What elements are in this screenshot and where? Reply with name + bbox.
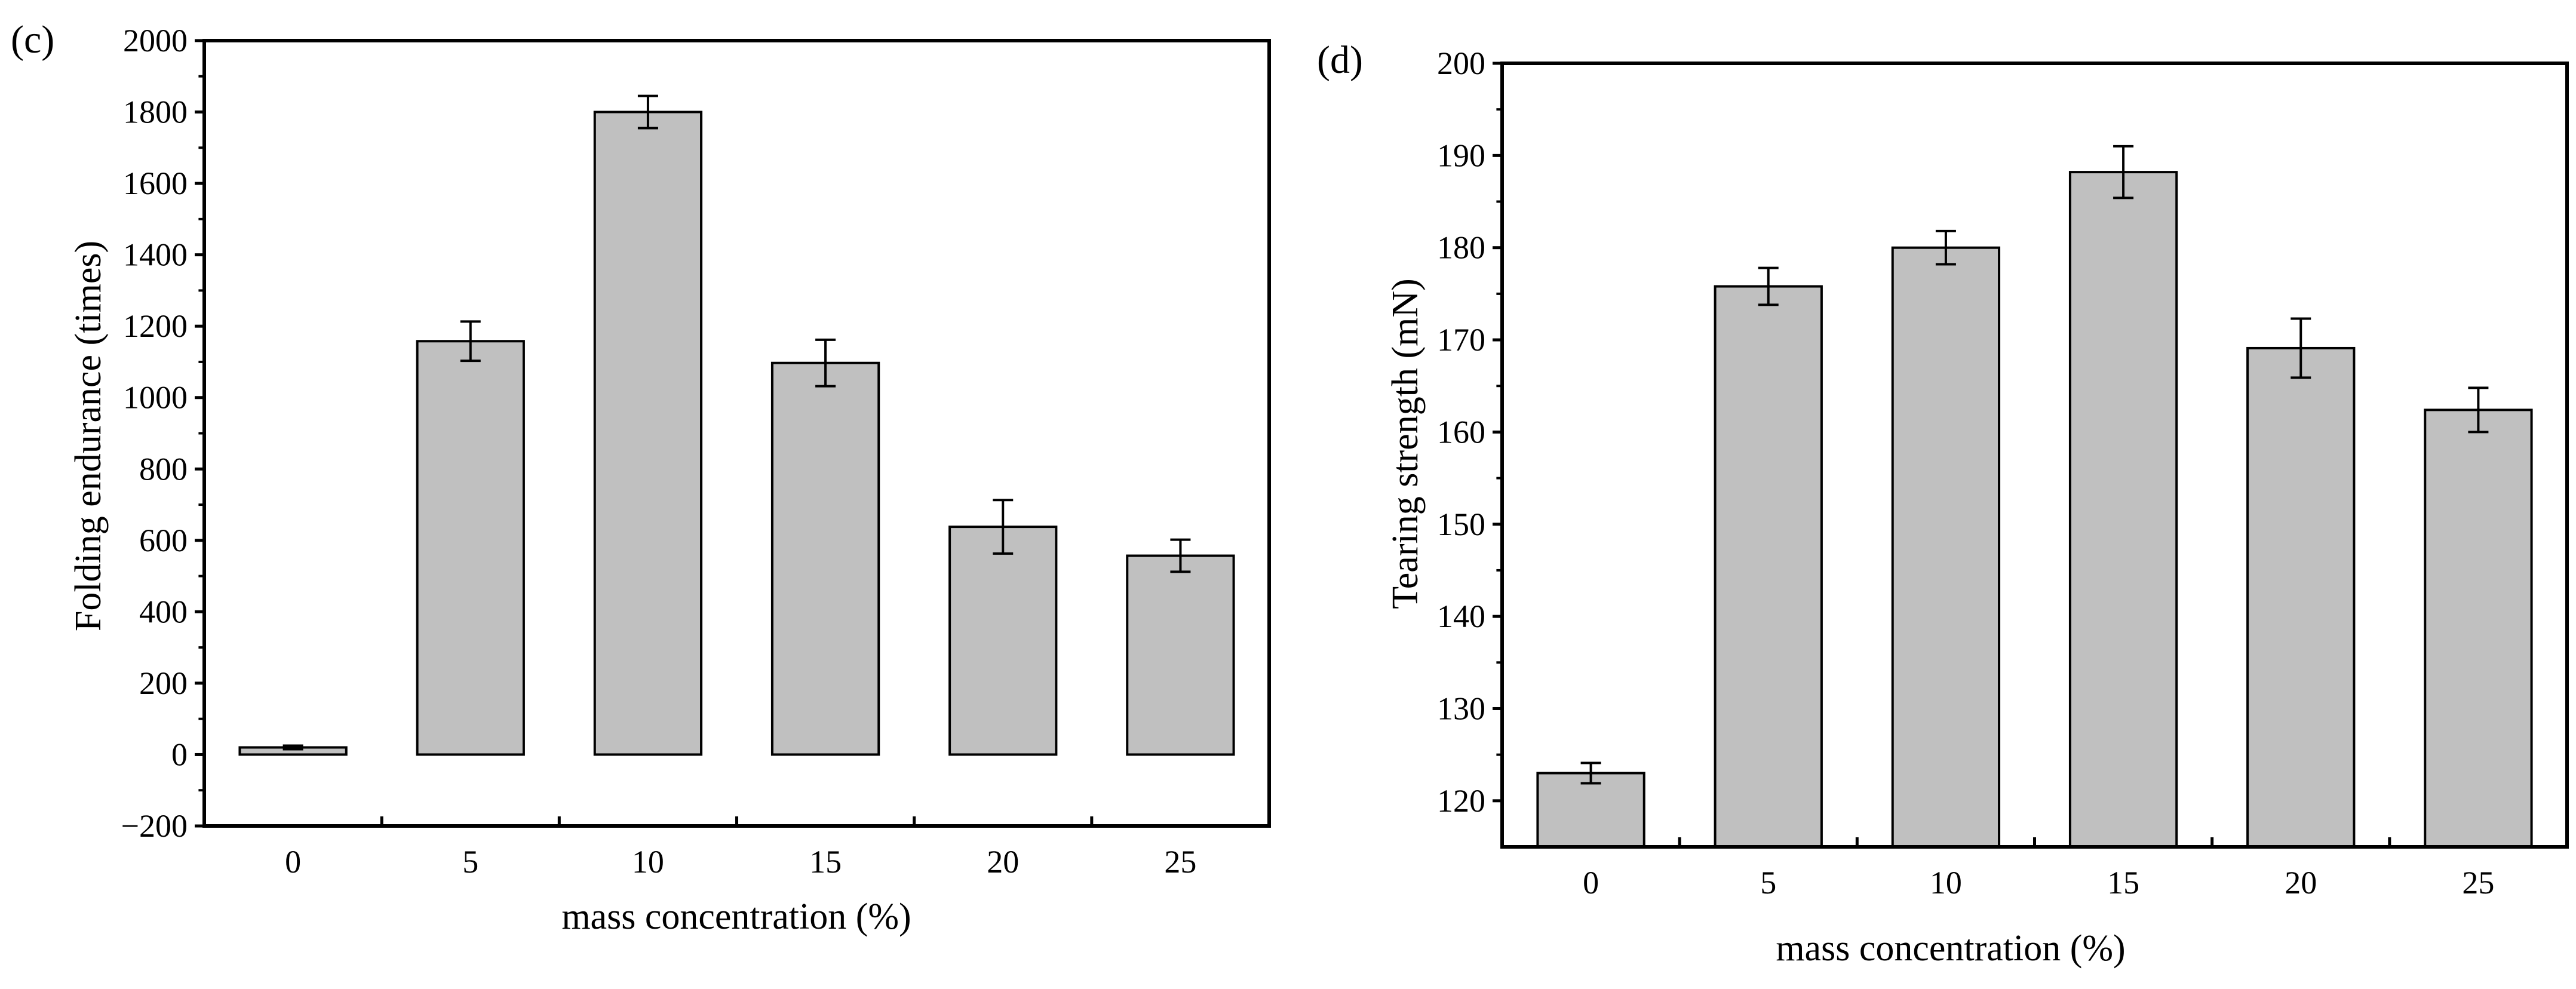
error-bar-d-25 — [2468, 386, 2489, 434]
y-tick-label-d: 150 — [1437, 506, 1485, 542]
y-tick-label-c: 800 — [139, 451, 188, 487]
y-tick-label-c: 1200 — [123, 308, 188, 344]
axis-ticks-c: 0 5 10 15 20 25 −200 0 200 400 600 800 1000 1200 1400 1… — [121, 23, 1197, 880]
bar-c-15 — [770, 361, 880, 756]
chart-panel-d: (d) Tearing strength (mN) mass concentra… — [1317, 38, 2569, 969]
y-axis-title-d: Tearing strength (mN) — [1385, 278, 1426, 609]
y-tick-label-d: 130 — [1437, 690, 1485, 726]
error-bar-c-10 — [637, 94, 658, 130]
error-bar-d-5 — [1758, 266, 1779, 306]
error-bar-c-0 — [283, 744, 303, 751]
x-tick-label-c-15: 15 — [809, 844, 842, 880]
y-tick-label-c: 1000 — [123, 380, 188, 416]
panel-label-d: (d) — [1317, 38, 1363, 82]
bar-d-0 — [1536, 772, 1645, 849]
error-bar-d-10 — [1935, 229, 1956, 266]
x-axis-title-c: mass concentration (%) — [561, 896, 911, 937]
error-bar-d-0 — [1580, 761, 1601, 785]
bar-series-d — [1536, 171, 2533, 849]
x-tick-label-d-15: 15 — [2107, 865, 2139, 901]
error-bar-c-5 — [460, 320, 481, 363]
error-bar-c-15 — [815, 338, 836, 388]
y-tick-label-d: 170 — [1437, 322, 1485, 358]
x-tick-label-d-20: 20 — [2285, 865, 2317, 901]
axis-ticks-d: 0 5 10 15 20 25 120 130 140 150 160 170 180 190 200 — [1437, 45, 2494, 901]
y-tick-label-c: 600 — [139, 523, 188, 558]
bar-c-10 — [593, 110, 703, 756]
bar-d-5 — [1714, 285, 1823, 848]
error-bar-d-15 — [2113, 145, 2134, 199]
bar-c-5 — [416, 340, 525, 756]
y-tick-label-c: 1600 — [123, 165, 188, 201]
bar-d-25 — [2424, 408, 2533, 848]
x-tick-label-c-5: 5 — [462, 844, 478, 880]
bar-c-20 — [948, 526, 1058, 756]
bar-series-c — [238, 110, 1235, 756]
bar-c-25 — [1126, 554, 1235, 756]
x-tick-label-c-25: 25 — [1164, 844, 1196, 880]
y-tick-label-d: 120 — [1437, 783, 1485, 819]
x-tick-label-d-0: 0 — [1583, 865, 1599, 901]
bar-d-20 — [2246, 346, 2356, 848]
x-tick-label-c-20: 20 — [987, 844, 1019, 880]
chart-panel-c: (c) Folding endurance (times) mass conce… — [11, 18, 1271, 937]
error-bar-d-20 — [2291, 317, 2311, 379]
plot-frame-c — [202, 39, 1271, 828]
y-tick-label-c: 1400 — [123, 237, 188, 273]
y-tick-label-c: 0 — [171, 736, 188, 772]
y-tick-label-c: −200 — [121, 808, 188, 844]
x-tick-label-d-5: 5 — [1760, 865, 1776, 901]
x-tick-label-d-25: 25 — [2462, 865, 2494, 901]
error-bar-series-c — [283, 94, 1191, 751]
y-tick-label-d: 190 — [1437, 137, 1485, 173]
error-bar-series-d — [1580, 145, 2489, 785]
y-tick-label-d: 200 — [1437, 45, 1485, 81]
y-axis-title-c: Folding endurance (times) — [68, 241, 109, 631]
y-tick-label-c: 2000 — [123, 23, 188, 59]
error-bar-c-25 — [1170, 538, 1191, 573]
bar-d-15 — [2068, 171, 2178, 848]
y-tick-label-d: 140 — [1437, 598, 1485, 634]
panel-label-c: (c) — [11, 18, 54, 62]
y-tick-label-d: 180 — [1437, 230, 1485, 266]
x-axis-title-d: mass concentration (%) — [1776, 928, 2125, 969]
y-tick-label-c: 200 — [139, 665, 188, 701]
y-tick-label-c: 400 — [139, 594, 188, 629]
y-tick-label-c: 1800 — [123, 94, 188, 130]
x-tick-label-c-0: 0 — [285, 844, 301, 880]
bar-d-10 — [1891, 246, 2001, 848]
plot-frame-d — [1500, 62, 2569, 849]
y-tick-label-d: 160 — [1437, 414, 1485, 450]
error-bar-c-20 — [993, 499, 1014, 555]
x-tick-label-c-10: 10 — [632, 844, 664, 880]
x-tick-label-d-10: 10 — [1930, 865, 1962, 901]
